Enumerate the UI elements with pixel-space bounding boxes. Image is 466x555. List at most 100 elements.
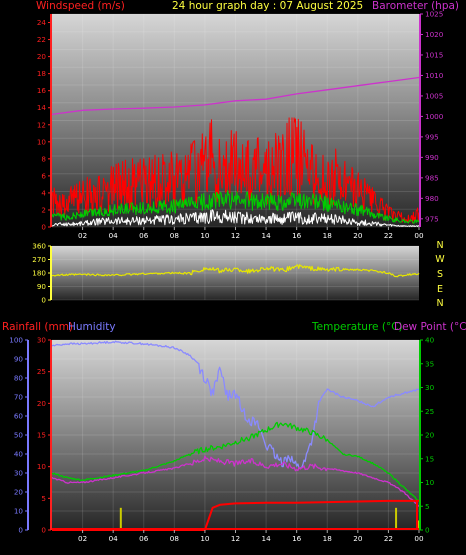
temp-axis-title: Temperature (°C): [311, 321, 403, 333]
panel-wind-axes: 0246810121416182022249759809859909951000…: [37, 10, 444, 241]
temp-y-axis-label: 0: [425, 526, 430, 535]
wind-y-axis-label: 24: [37, 18, 47, 27]
panel-direction-plot: [52, 246, 419, 300]
baro-y-axis-label: 995: [425, 132, 439, 141]
wind-min-line: [52, 209, 420, 228]
x-tick-label: 16: [292, 534, 302, 543]
x-tick-label: 08: [170, 534, 180, 543]
x-tick-label: 02: [78, 231, 87, 240]
humidity-y-axis-label: 0: [18, 526, 23, 535]
wind-y-axis-label: 4: [41, 188, 46, 197]
x-tick-label: 14: [262, 534, 272, 543]
rain-axis-title: Rainfall (mm): [2, 321, 73, 333]
baro-y-axis-label: 975: [425, 214, 439, 223]
x-tick-label: 00: [414, 534, 424, 543]
wind-avg-line: [51, 190, 420, 224]
wind-y-axis-label: 2: [41, 205, 46, 214]
panel-temp-axes: 0510152025300102030405060708090100051015…: [9, 336, 434, 544]
temp-y-axis-label: 35: [425, 359, 434, 368]
rain-y-axis-label: 5: [41, 494, 46, 503]
graph-title: 24 hour graph day : 07 August 2025: [172, 0, 363, 12]
panel-temp-plot: [52, 340, 419, 530]
wind-y-axis-label: 20: [37, 52, 47, 61]
temp-y-axis-label: 25: [425, 407, 434, 416]
wind-y-axis-label: 12: [37, 120, 46, 129]
compass-letter: E: [437, 284, 443, 295]
x-tick-label: 20: [353, 534, 363, 543]
dewpoint-line: [51, 455, 420, 507]
direction-y-axis-label: 90: [37, 282, 47, 291]
panel-wind-series: [51, 76, 420, 228]
wind-y-axis-label: 8: [41, 154, 46, 163]
baro-y-axis-label: 1020: [425, 30, 444, 39]
barometer-line: [51, 76, 420, 116]
x-tick-label: 06: [139, 534, 149, 543]
x-tick-label: 18: [323, 231, 333, 240]
panel-direction-axes: 0 90 180 270 360: [32, 242, 52, 305]
wind-y-axis-label: 0: [41, 223, 46, 232]
rain-y-axis-label: 10: [37, 462, 47, 471]
x-tick-label: 00: [414, 231, 424, 240]
baro-axis-title: Barometer (hpa): [372, 0, 459, 12]
humidity-y-axis-label: 10: [14, 507, 24, 516]
humidity-y-axis-label: 60: [14, 412, 24, 421]
humidity-y-axis-label: 30: [14, 469, 24, 478]
temp-y-axis-label: 30: [425, 383, 435, 392]
rain-y-axis-label: 20: [37, 399, 47, 408]
wind-direction-line: [51, 264, 420, 278]
panel-direction-series: [51, 264, 420, 278]
rainfall-line: [52, 499, 419, 531]
x-tick-label: 04: [109, 231, 119, 240]
direction-y-axis-label: 0: [41, 296, 46, 305]
temp-y-axis-label: 5: [425, 502, 430, 511]
humidity-y-axis-label: 70: [14, 393, 24, 402]
rain-y-axis-label: 25: [37, 367, 46, 376]
x-tick-label: 02: [78, 534, 87, 543]
temp-y-axis-label: 15: [425, 454, 434, 463]
baro-y-axis-label: 980: [425, 194, 439, 203]
wind-y-axis-label: 6: [41, 171, 46, 180]
direction-y-axis-label: 270: [32, 255, 46, 264]
rain-y-axis-label: 30: [37, 336, 47, 345]
x-tick-label: 20: [353, 231, 363, 240]
rain-y-axis-label: 0: [41, 526, 46, 535]
panel-direction-grid: [52, 245, 419, 301]
temp-y-axis-label: 20: [425, 431, 435, 440]
temp-y-axis-label: 40: [425, 336, 435, 345]
compass-letter: N: [436, 240, 443, 251]
x-tick-label: 22: [384, 231, 393, 240]
baro-y-axis-label: 1010: [425, 71, 444, 80]
x-tick-label: 12: [231, 534, 240, 543]
wind-axis-title: Windspeed (m/s): [36, 0, 125, 12]
rain-y-axis-label: 15: [37, 431, 46, 440]
humidity-y-axis-label: 100: [9, 336, 23, 345]
x-tick-label: 14: [262, 231, 272, 240]
wind-y-axis-label: 22: [37, 35, 46, 44]
humidity-y-axis-label: 50: [14, 431, 24, 440]
wind-y-axis-label: 14: [37, 103, 47, 112]
panel-temp-grid: [52, 339, 419, 531]
baro-y-axis-label: 1015: [425, 50, 443, 59]
panel-temp-series: [51, 340, 420, 531]
wind-gust-line: [51, 117, 420, 224]
baro-y-axis-label: 985: [425, 173, 439, 182]
x-tick-label: 16: [292, 231, 302, 240]
baro-y-axis-label: 990: [425, 153, 439, 162]
baro-y-axis-label: 1005: [425, 91, 443, 100]
x-tick-label: 04: [109, 534, 119, 543]
x-tick-label: 10: [200, 534, 210, 543]
baro-y-axis-label: 1000: [425, 112, 444, 121]
temp-y-axis-label: 10: [425, 478, 435, 487]
baro-y-axis-label: 1025: [425, 10, 443, 19]
x-tick-label: 08: [170, 231, 180, 240]
humidity-y-axis-label: 40: [14, 450, 24, 459]
wind-y-axis-label: 18: [37, 69, 47, 78]
direction-y-axis-label: 360: [32, 242, 46, 251]
x-tick-label: 06: [139, 231, 149, 240]
wind-y-axis-label: 10: [37, 137, 47, 146]
compass-letter: S: [437, 269, 443, 280]
wind-y-axis-label: 16: [37, 86, 47, 95]
compass-letter: N: [436, 298, 443, 309]
